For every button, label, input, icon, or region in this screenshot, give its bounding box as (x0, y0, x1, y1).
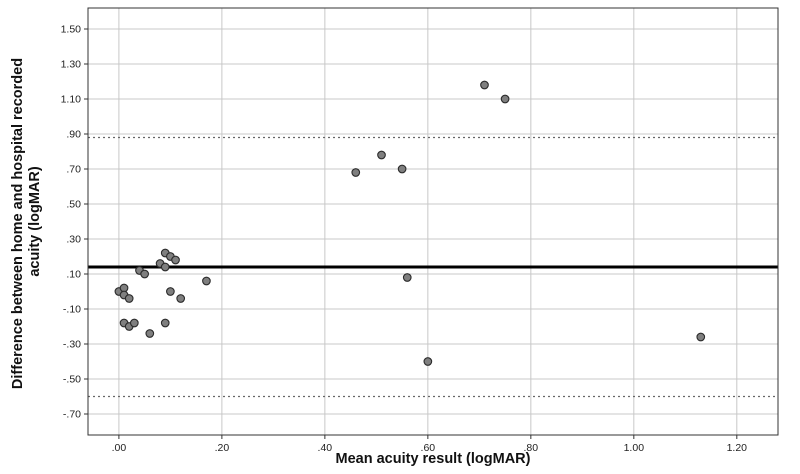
data-point (377, 150, 386, 160)
data-point (129, 318, 139, 328)
data-point (166, 287, 175, 296)
data-point (140, 269, 149, 279)
data-point (696, 332, 706, 342)
grid-lines (88, 8, 778, 435)
plot-area-frame (87, 7, 779, 436)
x-axis-title: Mean acuity result (logMAR) (336, 451, 531, 467)
x-tick-label: .60 (421, 442, 436, 454)
x-tick-label: .20 (215, 442, 230, 454)
y-tick-label: .90 (66, 129, 81, 141)
y-axis-title-line-2: acuity (logMAR) (27, 166, 43, 277)
data-point (160, 262, 170, 272)
data-point (423, 357, 433, 366)
y-axis-title: Difference between home and hospital rec… (10, 54, 43, 389)
x-tick-label: .80 (524, 442, 539, 454)
y-tick-label: .30 (66, 234, 81, 246)
y-tick-label: 1.50 (61, 24, 82, 36)
y-tick-label: .10 (66, 269, 81, 281)
data-point (402, 273, 412, 282)
x-axis-ticks: .00 .20 .40 .60 .80 1.00 1.20 (112, 435, 748, 454)
data-point (176, 294, 186, 303)
data-point (171, 255, 180, 265)
y-tick-label: -.50 (63, 374, 81, 386)
y-tick-label: -.30 (63, 339, 81, 351)
x-tick-label: .40 (318, 442, 333, 454)
data-point (124, 294, 134, 303)
data-point (500, 94, 510, 104)
y-tick-label: .70 (66, 164, 81, 176)
y-tick-label: -.70 (63, 409, 81, 421)
reference-lines (88, 136, 778, 398)
data-points (114, 80, 706, 366)
y-tick-label: 1.30 (61, 59, 82, 71)
y-tick-label: -.10 (63, 304, 81, 316)
x-tick-label: 1.00 (624, 442, 645, 454)
data-point (351, 168, 361, 177)
x-tick-label: .00 (112, 442, 127, 454)
data-point (397, 164, 407, 174)
data-point (160, 318, 170, 328)
data-point (145, 329, 155, 338)
data-point (202, 276, 211, 286)
y-axis-title-line-1: Difference between home and hospital rec… (10, 58, 26, 389)
y-tick-label: 1.10 (61, 94, 82, 106)
y-axis-ticks: 1.50 1.30 1.10 .90 .70 .50 .30 .10 -.10 -.30 -.50 -… (61, 24, 88, 421)
data-point (480, 80, 489, 90)
y-tick-label: .50 (66, 199, 81, 211)
x-tick-label: 1.20 (727, 442, 748, 454)
